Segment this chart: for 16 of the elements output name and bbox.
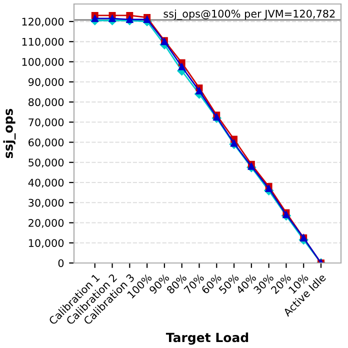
y-tick-label: 90,000 (28, 78, 64, 88)
y-tick-label: 0 (58, 259, 64, 268)
y-tick-label: 30,000 (28, 198, 64, 208)
ref-line-label: ssj_ops@100% per JVM=120,782 (164, 10, 335, 20)
y-tick-label: 40,000 (28, 178, 64, 188)
y-tick-label: 110,000 (22, 38, 64, 47)
y-tick-label: 20,000 (28, 218, 64, 228)
y-tick-label: 70,000 (28, 118, 64, 128)
x-axis-title: Target Load (166, 332, 248, 345)
y-tick-label: 50,000 (28, 158, 64, 168)
y-tick-label: 10,000 (28, 239, 64, 248)
y-tick-label: 120,000 (22, 18, 64, 27)
y-tick-label: 80,000 (28, 98, 64, 108)
y-tick-label: 60,000 (28, 138, 64, 148)
y-axis-title: ssj_ops (3, 108, 16, 158)
y-tick-label: 100,000 (22, 58, 64, 67)
